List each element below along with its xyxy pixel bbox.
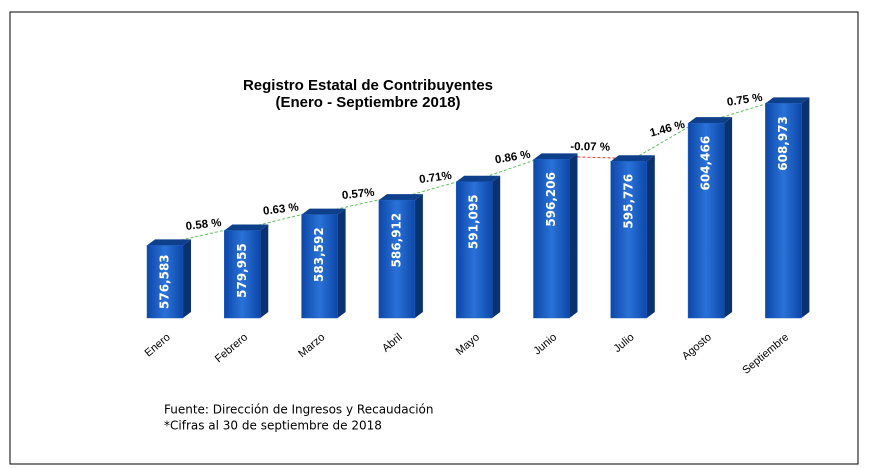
bar	[610, 160, 648, 319]
bar	[533, 159, 570, 319]
bar-top	[224, 224, 269, 231]
bar	[765, 103, 802, 319]
bar-side	[414, 194, 423, 318]
source-note: *Cifras al 30 de septiembre de 2018	[164, 419, 382, 433]
bar-top	[688, 117, 733, 124]
bar-side	[646, 155, 655, 318]
growth-label: 0.58 %	[185, 217, 222, 233]
growth-label: 0.75 %	[726, 92, 763, 109]
bar-side	[337, 208, 346, 318]
growth-label: 0.71%	[419, 170, 453, 186]
bar-top	[533, 153, 578, 160]
bar	[146, 245, 184, 319]
value-label: 576,583	[158, 254, 172, 309]
bar-top	[147, 239, 191, 246]
bar-side	[492, 175, 501, 318]
bar	[301, 214, 338, 319]
bar-side	[260, 224, 269, 318]
chart-title: Registro Estatal de Contribuyentes	[243, 77, 493, 94]
bar-top	[610, 155, 655, 162]
growth-label: -0.07 %	[570, 141, 610, 154]
growth-label: 0.63 %	[262, 202, 299, 218]
value-label: 586,912	[389, 213, 403, 268]
value-label: 583,592	[312, 227, 326, 282]
value-label: 604,466	[699, 136, 713, 191]
bar-side	[724, 117, 733, 318]
value-label: 595,776	[621, 174, 635, 229]
source-note: Fuente: Dirección de Ingresos y Recaudac…	[164, 403, 434, 417]
value-label: 596,206	[544, 172, 558, 227]
bar-top	[456, 175, 501, 182]
bar-side	[569, 153, 578, 318]
chart-subtitle: (Enero - Septiembre 2018)	[275, 94, 460, 111]
growth-label: 0.57%	[341, 187, 375, 202]
bar-side	[801, 97, 810, 319]
bar	[687, 122, 725, 319]
bar-side	[183, 239, 191, 318]
bar	[224, 230, 261, 319]
value-label: 591,095	[467, 194, 481, 249]
bar-top	[765, 97, 810, 104]
bar	[378, 199, 416, 319]
bar	[455, 181, 493, 319]
growth-label: 0.86 %	[494, 149, 531, 167]
value-label: 608,973	[776, 116, 790, 171]
bar-top	[378, 194, 423, 201]
value-label: 579,955	[235, 243, 249, 298]
bar-top	[301, 208, 346, 215]
